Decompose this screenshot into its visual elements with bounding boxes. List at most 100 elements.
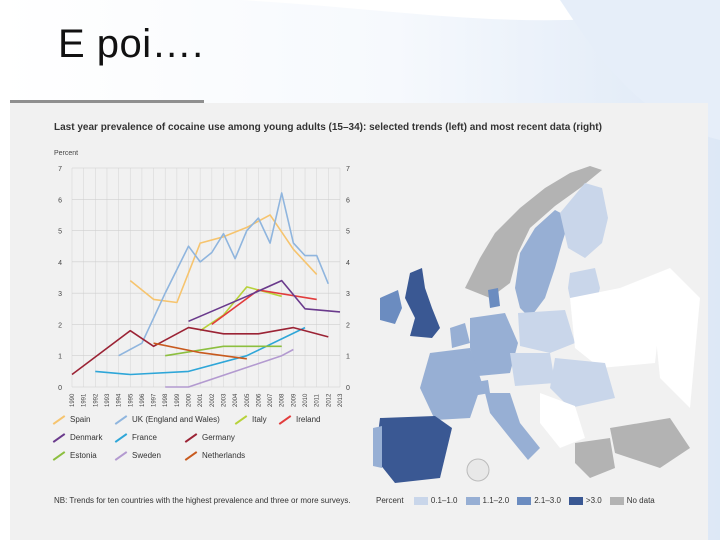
legend-label: Denmark — [70, 433, 103, 442]
y-tick-label-right: 1 — [346, 354, 350, 361]
y-tick-label: 7 — [58, 166, 62, 173]
legend-item: Netherlands — [184, 451, 246, 461]
map-netherlands-belgium — [450, 323, 470, 348]
map-balkans — [540, 393, 585, 448]
x-tick-label: 1991 — [82, 393, 88, 407]
legend-item: Denmark — [52, 433, 103, 443]
x-tick-label: 2005 — [245, 393, 251, 407]
legend-label: Sweden — [132, 451, 161, 460]
map-legend-swatch — [517, 496, 532, 505]
y-tick-label: 2 — [58, 322, 62, 329]
y-tick-label: 4 — [58, 260, 62, 267]
map-norway — [465, 166, 602, 298]
map-finland — [560, 183, 608, 258]
x-tick-label: 2004 — [233, 393, 239, 407]
legend-label: Germany — [202, 433, 235, 442]
legend-item: France — [114, 433, 157, 443]
y-tick-label: 5 — [58, 229, 62, 236]
legend-item: Ireland — [278, 415, 321, 425]
y-tick-label-right: 6 — [346, 197, 350, 204]
map-legend-label: No data — [626, 496, 655, 505]
y-tick-label-right: 0 — [346, 385, 350, 392]
map-sweden — [515, 210, 570, 318]
map-legend-label: 0.1–1.0 — [430, 496, 458, 505]
legend-label: UK (England and Wales) — [132, 415, 220, 424]
legend-label: Italy — [252, 415, 267, 424]
series-line-sweden — [165, 348, 294, 388]
map-poland — [518, 310, 575, 353]
y-tick-label: 3 — [58, 291, 62, 298]
x-tick-label: 2000 — [187, 393, 193, 407]
map-uk — [405, 268, 440, 338]
legend-swatch — [184, 433, 198, 443]
x-tick-label: 1997 — [152, 393, 158, 407]
x-tick-label: 2008 — [280, 393, 286, 407]
legend-label: France — [132, 433, 157, 442]
map-france — [420, 348, 482, 420]
slide-title: E poi…. — [58, 22, 204, 66]
trend-chart: 0 0 1 1 2 2 3 3 4 4 5 5 6 6 7 7 1990 1991 1992 1993 1994 1995… — [58, 166, 350, 407]
series-line-denmark — [188, 279, 341, 323]
map-legend-swatch — [568, 496, 583, 505]
legend-item: UK (England and Wales) — [114, 415, 220, 425]
map-legend: Percent 0.1–1.0 1.1–2.0 2.1–3.0 >3.0 No data — [376, 496, 655, 505]
map-ireland — [380, 290, 402, 324]
y-tick-label-right: 4 — [346, 260, 350, 267]
chart-legend: Spain UK (England and Wales) Italy Ireland D… — [52, 415, 352, 475]
legend-item: Germany — [184, 433, 235, 443]
x-tick-label: 1992 — [93, 393, 99, 407]
legend-swatch — [278, 415, 292, 425]
legend-swatch — [52, 451, 66, 461]
y-tick-label: 1 — [58, 354, 62, 361]
legend-item: Sweden — [114, 451, 161, 461]
x-tick-label: 2012 — [326, 393, 332, 407]
legend-label: Ireland — [296, 415, 321, 424]
europe-map — [373, 166, 700, 483]
x-tick-label: 2011 — [315, 393, 321, 407]
map-legend-label: >3.0 — [585, 496, 602, 505]
y-tick-label-right: 2 — [346, 322, 350, 329]
chart-footnote: NB: Trends for ten countries with the hi… — [54, 496, 351, 505]
legend-swatch — [114, 415, 128, 425]
x-tick-label: 1993 — [105, 393, 111, 407]
map-legend-swatch — [413, 496, 428, 505]
x-tick-label: 2001 — [198, 393, 204, 407]
series-line-ireland — [211, 289, 317, 326]
legend-swatch — [52, 415, 66, 425]
x-tick-label: 2013 — [338, 393, 344, 407]
x-tick-label: 2009 — [291, 393, 297, 407]
map-legend-title: Percent — [376, 496, 404, 505]
map-legend-label: 1.1–2.0 — [482, 496, 510, 505]
x-tick-label: 2010 — [303, 393, 309, 407]
series-line-germany — [71, 326, 329, 376]
x-tick-label: 2002 — [210, 393, 216, 407]
map-switzerland — [470, 380, 490, 396]
map-greece-turkey — [575, 418, 690, 478]
legend-item: Spain — [52, 415, 91, 425]
y-tick-label: 6 — [58, 197, 62, 204]
series-line-estonia — [165, 345, 282, 357]
map-italy — [485, 393, 540, 460]
legend-label: Netherlands — [202, 451, 246, 460]
y-tick-label-right: 3 — [346, 291, 350, 298]
figure-title: Last year prevalence of cocaine use amon… — [54, 122, 602, 133]
x-tick-label: 2003 — [221, 393, 227, 407]
y-tick-label: 0 — [58, 385, 62, 392]
map-inset-malta-cyprus — [466, 458, 490, 482]
series-line-uk-england-and-wales- — [118, 192, 330, 357]
series-line-netherlands — [153, 342, 247, 360]
x-tick-label: 1994 — [117, 393, 123, 407]
figure-panel: Last year prevalence of cocaine use amon… — [10, 103, 708, 540]
x-tick-label: 2006 — [256, 393, 262, 407]
x-tick-label: 2007 — [268, 393, 274, 407]
x-tick-label: 1995 — [128, 393, 134, 407]
map-legend-swatch — [609, 496, 624, 505]
map-germany — [470, 313, 518, 376]
map-hungary-romania — [550, 358, 615, 408]
x-tick-label: 1996 — [140, 393, 146, 407]
legend-swatch — [52, 433, 66, 443]
legend-label: Spain — [70, 415, 91, 424]
legend-swatch — [234, 415, 248, 425]
map-legend-label: 2.1–3.0 — [534, 496, 561, 505]
map-east — [620, 268, 700, 408]
